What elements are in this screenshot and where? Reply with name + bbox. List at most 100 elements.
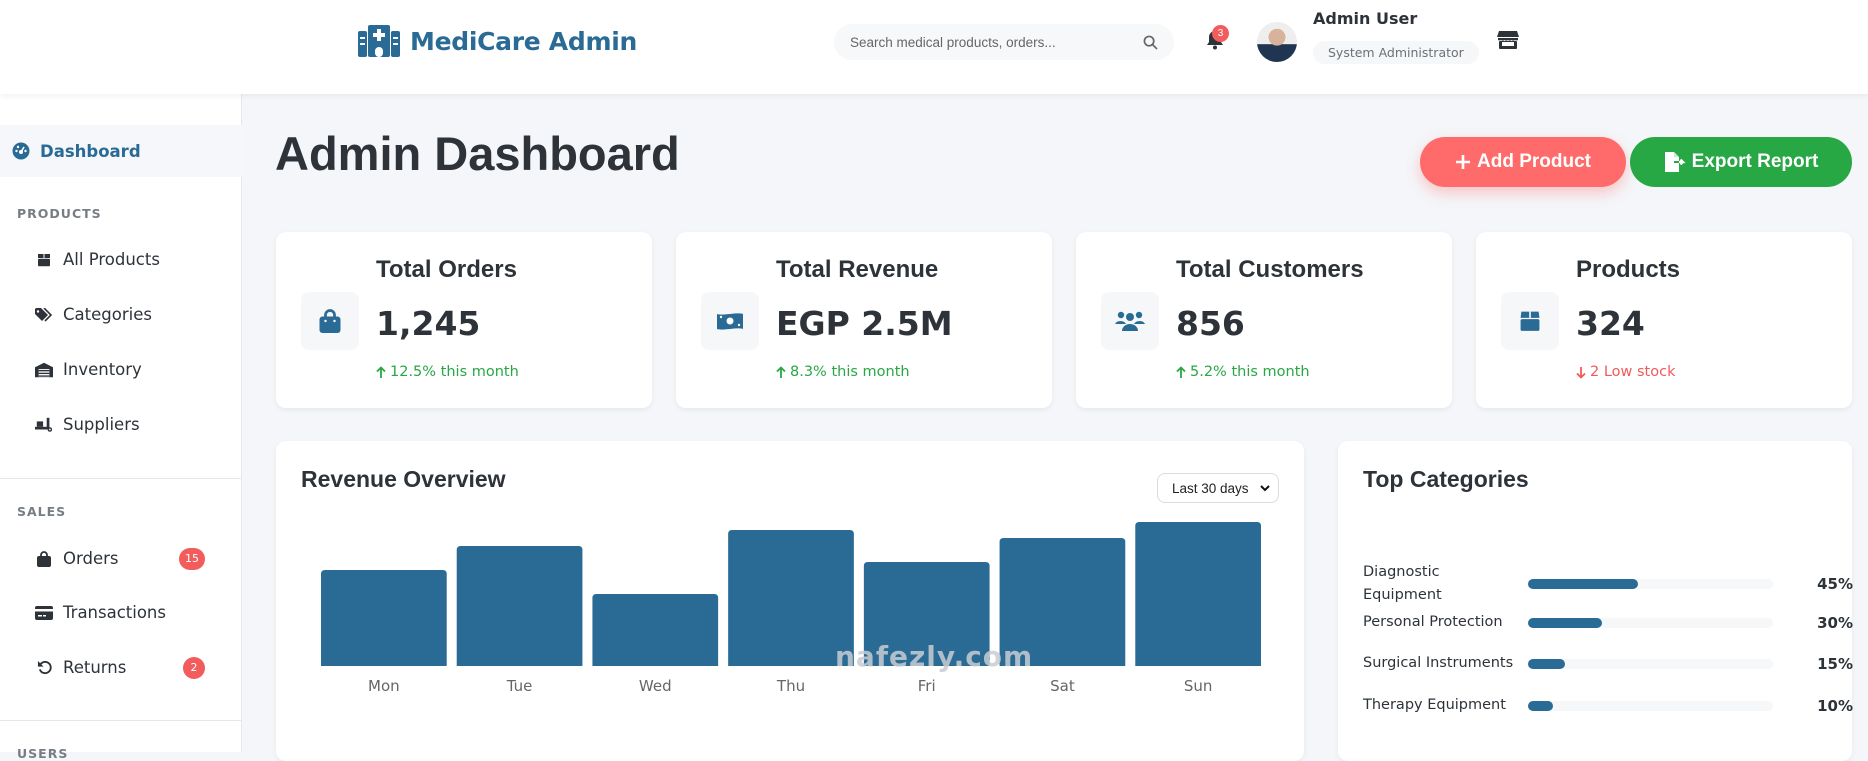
shopping-bag-icon xyxy=(37,550,51,567)
panel-title: Top Categories xyxy=(1363,466,1529,492)
sidebar-item-label: Orders xyxy=(63,549,119,568)
category-name: Personal Protection xyxy=(1363,614,1503,630)
sidebar-item-label: Suppliers xyxy=(63,415,140,434)
category-progress-track xyxy=(1528,579,1773,589)
avatar[interactable] xyxy=(1257,22,1297,62)
x-tick-label: Fri xyxy=(918,677,936,695)
shopping-bag-icon xyxy=(319,309,341,333)
hospital-icon xyxy=(358,25,400,57)
category-percent: 30% xyxy=(1817,613,1853,632)
users-icon xyxy=(1115,311,1145,331)
revenue-bar-chart: Mon Tue Wed Thu Fri Sat Sun xyxy=(321,522,1261,695)
sidebar-item-label: Dashboard xyxy=(40,141,141,161)
category-progress-fill xyxy=(1528,579,1639,589)
category-row: Surgical Instruments 15% xyxy=(1363,652,1853,675)
stat-title: Total Customers xyxy=(1176,256,1364,283)
sidebar-item-transactions[interactable]: Transactions xyxy=(35,603,225,622)
bar-thu[interactable] xyxy=(728,530,854,666)
category-percent: 10% xyxy=(1817,696,1853,715)
arrow-up-icon xyxy=(376,365,386,378)
sidebar-divider xyxy=(0,720,242,721)
dolly-icon xyxy=(35,417,53,432)
bar-fri[interactable] xyxy=(863,562,990,666)
sidebar: Dashboard PRODUCTS All Products Categori… xyxy=(0,94,242,761)
stat-value: EGP 2.5M xyxy=(776,304,953,343)
bar-sat[interactable] xyxy=(999,538,1126,666)
section-title-sales: SALES xyxy=(17,504,67,519)
stat-title: Products xyxy=(1576,256,1681,283)
category-row: Personal Protection 30% xyxy=(1363,611,1853,634)
bar-sun[interactable] xyxy=(1135,522,1261,666)
bar-tue[interactable] xyxy=(456,546,583,666)
stat-card-revenue: Total Revenue EGP 2.5M 8.3% this month xyxy=(676,232,1052,408)
category-percent: 45% xyxy=(1817,575,1853,593)
category-row: Therapy Equipment 10% xyxy=(1363,694,1853,717)
stat-value: 856 xyxy=(1176,304,1245,343)
bar-wed[interactable] xyxy=(592,594,719,666)
category-progress-track xyxy=(1528,658,1773,669)
chevron-down-icon xyxy=(1260,485,1270,492)
add-product-button[interactable]: Add Product xyxy=(1420,137,1626,187)
bar-mon[interactable] xyxy=(321,570,447,666)
stat-trend: 12.5% this month xyxy=(376,364,519,380)
store-icon[interactable] xyxy=(1497,30,1519,50)
stat-trend: 2 Low stock xyxy=(1576,364,1675,380)
category-progress-fill xyxy=(1528,658,1565,669)
sidebar-item-orders[interactable]: Orders 15 xyxy=(35,547,225,570)
revenue-overview-panel: Revenue Overview Last 30 days Mon Tue Wed T… xyxy=(276,441,1304,761)
arrow-up-icon xyxy=(1176,365,1186,378)
stat-card-customers: Total Customers 856 5.2% this month xyxy=(1076,232,1452,408)
category-progress-fill xyxy=(1528,700,1553,711)
sidebar-item-returns[interactable]: Returns 2 xyxy=(35,656,225,679)
sidebar-item-label: Inventory xyxy=(63,360,142,379)
top-categories-panel: Top Categories Diagnostic Equipment 45% P… xyxy=(1338,441,1853,761)
sidebar-item-inventory[interactable]: Inventory xyxy=(35,360,225,379)
category-progress-track xyxy=(1528,617,1773,628)
sidebar-item-categories[interactable]: Categories xyxy=(35,305,225,324)
sidebar-divider xyxy=(0,478,242,479)
user-name: Admin User xyxy=(1313,9,1418,28)
file-export-icon xyxy=(1664,152,1686,172)
category-name: Therapy Equipment xyxy=(1363,697,1506,713)
page-title: Admin Dashboard xyxy=(275,127,680,180)
money-bill-icon xyxy=(717,313,743,330)
stat-value: 1,245 xyxy=(376,304,481,343)
stat-value: 324 xyxy=(1576,304,1645,343)
search-input[interactable] xyxy=(850,34,1143,50)
sidebar-item-label: All Products xyxy=(63,250,160,269)
orders-count-badge: 15 xyxy=(179,547,205,570)
sidebar-item-suppliers[interactable]: Suppliers xyxy=(35,415,225,434)
undo-icon xyxy=(37,660,52,674)
sidebar-item-all-products[interactable]: All Products xyxy=(35,250,225,269)
returns-count-badge: 2 xyxy=(183,656,205,679)
stat-card-orders: Total Orders 1,245 12.5% this month xyxy=(276,232,652,408)
plus-icon xyxy=(1456,155,1470,169)
export-report-button[interactable]: Export Report xyxy=(1630,137,1852,187)
x-tick-label: Wed xyxy=(639,677,672,695)
search-bar xyxy=(834,24,1174,60)
stat-title: Total Orders xyxy=(376,256,517,283)
date-range-select[interactable]: Last 30 days xyxy=(1157,473,1279,503)
panel-title: Revenue Overview xyxy=(301,466,506,492)
sidebar-item-dashboard[interactable]: Dashboard xyxy=(0,125,242,177)
tags-icon xyxy=(35,307,53,322)
arrow-up-icon xyxy=(776,365,786,378)
stat-trend: 8.3% this month xyxy=(776,364,910,380)
section-title-users: USERS xyxy=(17,746,69,761)
user-role: System Administrator xyxy=(1313,41,1479,64)
category-percent: 15% xyxy=(1817,654,1853,673)
box-icon xyxy=(1520,311,1540,331)
stat-card-products: Products 324 2 Low stock xyxy=(1476,232,1852,408)
arrow-down-icon xyxy=(1576,366,1586,379)
sidebar-item-label: Returns xyxy=(63,658,127,677)
section-title-products: PRODUCTS xyxy=(17,206,102,221)
category-progress-track xyxy=(1528,700,1773,711)
x-tick-label: Tue xyxy=(506,677,533,695)
logo[interactable]: MediCare Admin xyxy=(358,25,637,57)
box-icon xyxy=(38,253,50,266)
credit-card-icon xyxy=(35,605,53,620)
category-name: Diagnostic Equipment xyxy=(1363,564,1442,603)
category-progress-fill xyxy=(1528,617,1602,628)
search-icon[interactable] xyxy=(1143,35,1158,50)
category-row: Diagnostic Equipment 45% xyxy=(1363,561,1853,607)
